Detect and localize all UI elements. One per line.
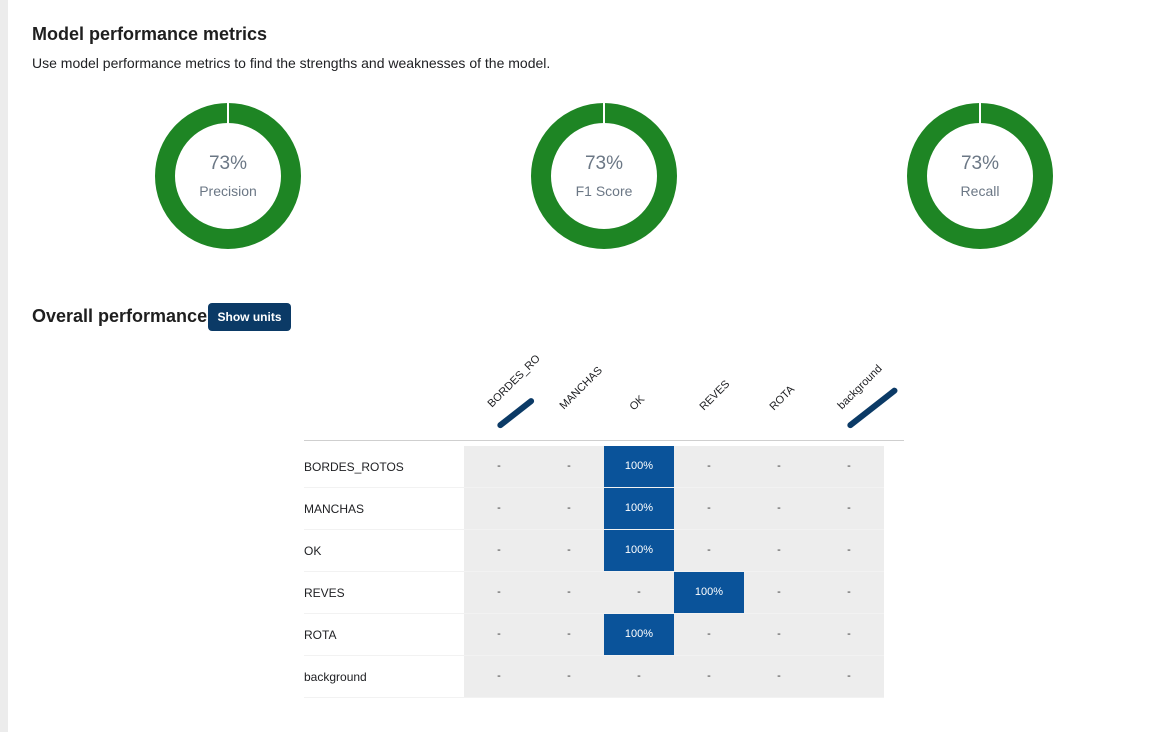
matrix-cell[interactable]: - <box>674 488 744 529</box>
recall-donut-ring <box>907 103 1053 249</box>
matrix-cell[interactable]: - <box>464 656 534 697</box>
matrix-cell[interactable]: 100% <box>604 614 674 655</box>
row-separator <box>304 655 884 656</box>
recall-donut: 73% Recall <box>907 103 1053 249</box>
matrix-cell[interactable]: - <box>814 446 884 487</box>
row-label: OK <box>304 544 322 558</box>
matrix-cell[interactable]: 100% <box>674 572 744 613</box>
matrix-cell[interactable]: - <box>814 656 884 697</box>
matrix-cell[interactable]: - <box>464 572 534 613</box>
matrix-cell[interactable]: - <box>674 446 744 487</box>
matrix-cell[interactable]: 100% <box>604 530 674 571</box>
column-header[interactable]: OK <box>627 393 648 413</box>
matrix-cell[interactable]: - <box>744 656 814 697</box>
row-separator <box>304 697 884 698</box>
column-header[interactable]: REVES <box>697 378 733 413</box>
matrix-cell[interactable]: - <box>604 656 674 697</box>
row-label: REVES <box>304 586 345 600</box>
matrix-cell[interactable]: - <box>744 446 814 487</box>
recall-label: Recall <box>960 183 1000 199</box>
matrix-cell[interactable]: - <box>464 530 534 571</box>
matrix-cell[interactable]: 100% <box>604 488 674 529</box>
page-title: Model performance metrics <box>32 24 268 44</box>
f1-score-donut: 73% F1 Score <box>531 103 677 249</box>
matrix-cell[interactable]: - <box>534 488 604 529</box>
overall-performance-title: Overall performance <box>32 306 208 326</box>
matrix-cell[interactable]: - <box>744 488 814 529</box>
matrix-cell[interactable]: - <box>674 656 744 697</box>
matrix-cell[interactable]: - <box>674 614 744 655</box>
matrix-cell[interactable]: - <box>814 614 884 655</box>
matrix-cell[interactable]: - <box>604 572 674 613</box>
matrix-cell[interactable]: - <box>534 572 604 613</box>
left-border-strip <box>0 0 8 732</box>
precision-label: Precision <box>199 183 257 199</box>
row-label: ROTA <box>304 628 337 642</box>
matrix-cell[interactable]: 100% <box>604 446 674 487</box>
row-separator <box>304 487 884 488</box>
row-label: MANCHAS <box>304 502 365 516</box>
matrix-cell[interactable]: - <box>744 530 814 571</box>
f1-score-donut-ring <box>531 103 677 249</box>
matrix-cell[interactable]: - <box>744 572 814 613</box>
row-separator <box>304 571 884 572</box>
show-units-button[interactable]: Show units <box>208 303 291 331</box>
matrix-header-divider <box>304 440 904 441</box>
matrix-cell[interactable]: - <box>674 530 744 571</box>
column-header[interactable]: ROTA <box>767 383 798 413</box>
matrix-cell[interactable]: - <box>464 488 534 529</box>
matrix-cell[interactable]: - <box>464 446 534 487</box>
row-label: background <box>304 670 367 684</box>
precision-value: 73% <box>208 153 248 174</box>
f1-score-value: 73% <box>584 153 624 174</box>
matrix-cell[interactable]: - <box>814 572 884 613</box>
f1-score-label: F1 Score <box>575 183 633 199</box>
matrix-cell[interactable]: - <box>534 656 604 697</box>
row-separator <box>304 613 884 614</box>
matrix-cell[interactable]: - <box>534 614 604 655</box>
page-subtitle: Use model performance metrics to find th… <box>32 55 551 71</box>
column-header[interactable]: MANCHAS <box>557 364 605 412</box>
matrix-cell[interactable]: - <box>534 530 604 571</box>
matrix-cell[interactable]: - <box>744 614 814 655</box>
recall-value: 73% <box>960 153 1000 174</box>
precision-donut: 73% Precision <box>155 103 301 249</box>
precision-donut-ring <box>155 103 301 249</box>
row-label: BORDES_ROTOS <box>304 460 404 474</box>
matrix-cell[interactable]: - <box>814 530 884 571</box>
matrix-cell[interactable]: - <box>464 614 534 655</box>
matrix-cell[interactable]: - <box>534 446 604 487</box>
matrix-cell[interactable]: - <box>814 488 884 529</box>
row-separator <box>304 529 884 530</box>
